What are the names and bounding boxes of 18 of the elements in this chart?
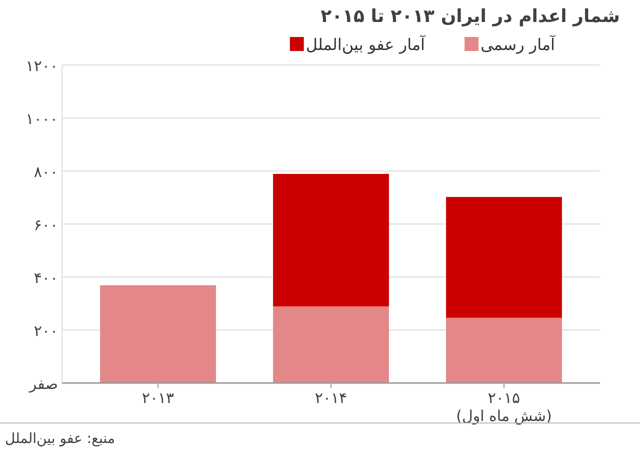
y-tick-label: ۱۰۰۰: [26, 110, 58, 128]
bar: [273, 306, 389, 383]
y-tick-label: صفر: [28, 375, 58, 393]
x-tick-label: ۲۰۱۴: [314, 389, 348, 407]
bar: [100, 285, 216, 383]
legend-label: آمار عفو بین‌الملل: [306, 34, 427, 54]
y-tick-label: ۲۰۰: [34, 322, 58, 340]
x-tick-label: ۲۰۱۳: [142, 389, 174, 407]
bar: [446, 196, 562, 318]
y-tick-label: ۱۲۰۰: [26, 57, 58, 75]
chart-title: شمار اعدام در ایران ۲۰۱۳ تا ۲۰۱۵: [320, 6, 620, 27]
legend-label: آمار رسمی: [480, 34, 557, 54]
y-tick-label: ۶۰۰: [34, 216, 58, 234]
y-tick-label: ۴۰۰: [34, 269, 58, 287]
text: منبع: عفو بین‌الملل: [5, 431, 115, 447]
bar: [446, 318, 562, 383]
y-tick-label: ۸۰۰: [34, 163, 58, 181]
bar: [273, 174, 389, 306]
